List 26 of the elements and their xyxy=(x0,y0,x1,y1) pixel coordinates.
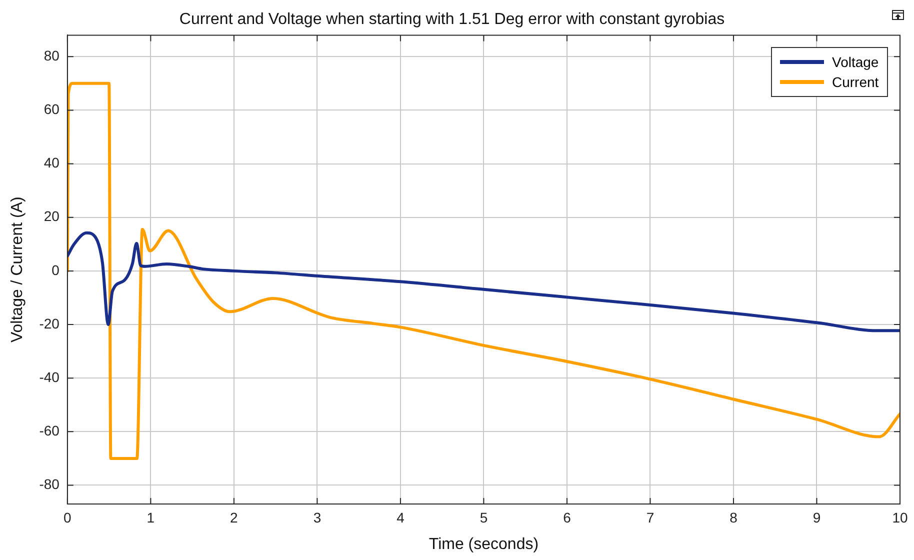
x-tick-label: 4 xyxy=(396,509,405,526)
x-tick-label: 8 xyxy=(730,509,738,526)
legend-label: Voltage xyxy=(832,54,879,70)
x-tick-label: 5 xyxy=(480,509,488,526)
y-tick-label: -40 xyxy=(39,368,60,385)
line-series xyxy=(67,231,900,332)
y-tick-label: -60 xyxy=(39,422,60,439)
y-tick-label: 20 xyxy=(44,208,60,224)
x-tick-label: 0 xyxy=(64,509,72,526)
y-tick-label: 80 xyxy=(44,47,60,64)
x-axis-title: Time (seconds) xyxy=(428,536,539,553)
legend-label: Current xyxy=(832,74,879,90)
x-tick-label: 6 xyxy=(563,509,572,526)
y-tick-label: -20 xyxy=(39,315,60,332)
x-tick-label: 1 xyxy=(146,509,155,526)
y-tick-label: 0 xyxy=(52,262,60,278)
x-tick-label: 2 xyxy=(230,509,238,526)
y-tick-label: 40 xyxy=(44,154,60,171)
y-tick-label: 60 xyxy=(44,101,60,118)
x-tick-label: 7 xyxy=(646,509,654,526)
y-tick-label: -80 xyxy=(39,476,60,492)
chart-title: Current and Voltage when starting with 1.51 Deg error with constant gyrobias xyxy=(179,11,725,28)
x-tick-label: 10 xyxy=(892,509,908,526)
x-tick-label: 9 xyxy=(812,509,821,526)
x-tick-label: 3 xyxy=(313,509,322,526)
y-axis-title: Voltage / Current (A) xyxy=(9,196,26,343)
